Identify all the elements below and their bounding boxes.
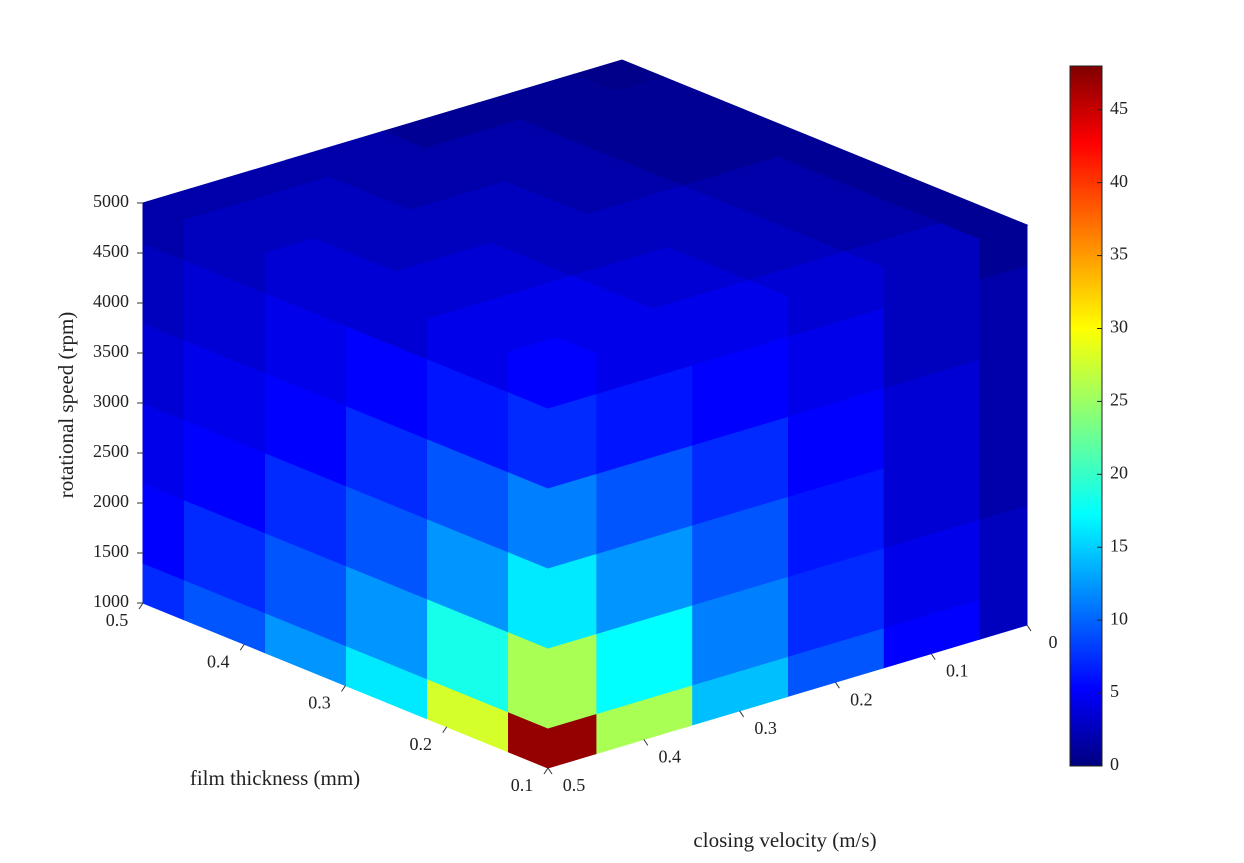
data-cell <box>978 424 1028 520</box>
z-tick-label: 1500 <box>93 541 129 561</box>
z-tick-label: 2500 <box>93 441 129 461</box>
x-tick-label: 0.2 <box>410 734 433 754</box>
z-tick-label: 3000 <box>93 391 129 411</box>
x-tick <box>341 685 346 692</box>
y-tick-label: 0 <box>1049 632 1058 652</box>
colorbar-tick-label: 15 <box>1110 535 1128 555</box>
data-cell <box>547 473 597 569</box>
y-tick <box>930 653 936 660</box>
colorbar-tick-label: 20 <box>1110 462 1128 482</box>
x-tick <box>442 726 448 734</box>
x-axis-label: film thickness (mm) <box>190 766 360 790</box>
y-tick <box>739 710 745 718</box>
colorbar-tick-label: 45 <box>1110 98 1128 118</box>
colorbar-tick-label: 5 <box>1110 681 1119 701</box>
x-tick <box>239 643 245 651</box>
data-cell <box>547 633 597 729</box>
x-tick-label: 0.4 <box>207 651 230 671</box>
colorbar <box>1069 65 1103 767</box>
colorbar-tick-label: 35 <box>1110 244 1128 264</box>
colorbar-tick-label: 10 <box>1110 608 1128 628</box>
z-tick-label: 2000 <box>93 491 129 511</box>
y-tick <box>547 767 553 775</box>
y-tick <box>643 739 649 746</box>
y-axis-label: closing velocity (m/s) <box>693 828 876 852</box>
data-cell <box>978 504 1028 600</box>
colorbar-tick-label: 30 <box>1110 317 1128 337</box>
x-tick-label: 0.3 <box>308 693 331 713</box>
y-tick-label: 0.1 <box>946 661 969 681</box>
y-tick-label: 0.2 <box>850 689 873 709</box>
z-tick-label: 1000 <box>93 591 129 611</box>
y-tick <box>1026 624 1032 632</box>
colorbar-tick-label: 25 <box>1110 390 1128 410</box>
z-tick-label: 3500 <box>93 341 129 361</box>
data-cell <box>978 264 1028 360</box>
y-tick-label: 0.5 <box>563 775 586 795</box>
z-tick-label: 4500 <box>93 241 129 261</box>
data-cell <box>547 553 597 649</box>
colorbar-tick-label: 0 <box>1110 754 1119 774</box>
z-axis-label: rotational speed (rpm) <box>54 312 78 499</box>
data-cell <box>978 344 1028 440</box>
x-tick <box>543 767 549 775</box>
z-tick-label: 5000 <box>93 191 129 211</box>
y-tick <box>834 681 840 689</box>
x-tick-label: 0.1 <box>511 775 534 795</box>
data-cell <box>547 393 597 489</box>
y-tick-label: 0.4 <box>659 747 682 767</box>
z-tick-label: 4000 <box>93 291 129 311</box>
y-tick-label: 0.3 <box>754 718 777 738</box>
x-tick-label: 0.5 <box>106 610 129 630</box>
colorbar-tick-label: 40 <box>1110 171 1128 191</box>
x-tick <box>138 602 144 610</box>
